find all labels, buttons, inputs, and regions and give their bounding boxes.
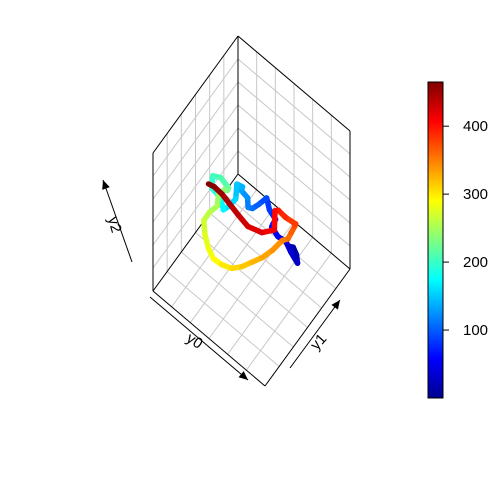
grid-line [237, 58, 351, 155]
x-axis-arrow [149, 296, 249, 381]
x-axis-title: y0 [183, 330, 206, 353]
x-axis-arrow-head [238, 371, 248, 380]
colorbar: 100 200 300 400 [427, 81, 488, 399]
trajectory-segment [271, 208, 278, 233]
grid-layer [152, 51, 351, 371]
y-axis-arrow-shaft [289, 299, 341, 369]
z-axis-arrow-shaft [102, 179, 133, 263]
colorbar-ticks: 100 200 300 400 [443, 118, 488, 339]
z-axis-arrow-head [102, 180, 110, 190]
colorbar-tick-label: 400 [463, 118, 488, 135]
y-axis-arrow-head [331, 300, 340, 310]
box-edge [237, 35, 351, 132]
colorbar-ramp [427, 81, 444, 399]
grid-line [209, 212, 322, 309]
trajectory-layer [201, 172, 301, 272]
box-edge [152, 35, 239, 154]
box-edge [152, 290, 266, 387]
trajectory-segment [205, 181, 217, 190]
z-axis-title: y2 [104, 215, 125, 235]
box-edge [264, 268, 351, 387]
grid-line [152, 58, 239, 177]
colorbar-tick-label: 100 [463, 322, 488, 339]
z-axis-arrow [102, 179, 133, 263]
y-axis-arrow [289, 299, 341, 369]
colorbar-tick-label: 200 [463, 254, 488, 271]
colorbar-tick-label: 300 [463, 186, 488, 203]
axis-layer: y0 y1 y2 [102, 179, 341, 381]
y-axis-title: y1 [307, 330, 330, 353]
x-axis-arrow-shaft [149, 296, 249, 381]
